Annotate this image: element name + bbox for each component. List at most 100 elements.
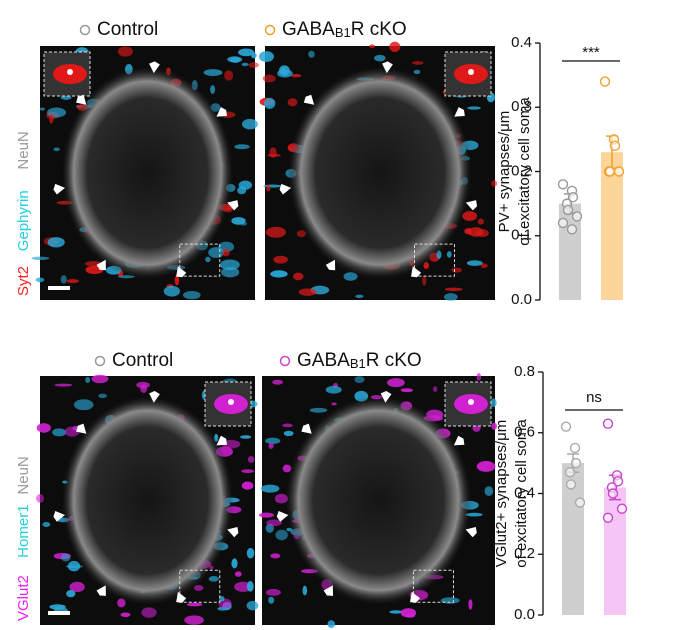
signal-puncta (238, 48, 255, 57)
data-point (562, 204, 574, 216)
signal-puncta (389, 41, 401, 52)
signal-puncta (443, 293, 458, 301)
arrowhead (53, 511, 65, 522)
arrowhead (149, 391, 160, 403)
y-tick-label: 0.4 (514, 484, 535, 501)
signal-puncta (282, 464, 292, 473)
channel-label: NeuN (15, 456, 32, 494)
signal-puncta (468, 227, 484, 237)
signal-puncta (258, 51, 274, 62)
cell-soma (61, 395, 234, 606)
arrowhead (176, 591, 187, 603)
legend-marker (79, 24, 91, 36)
arrowhead (465, 200, 478, 211)
channel-label: Homer1 (15, 504, 32, 557)
signal-puncta (241, 62, 249, 67)
signal-puncta (331, 402, 337, 406)
signal-puncta (36, 494, 45, 503)
signal-puncta (120, 612, 131, 617)
significance-label: *** (582, 44, 600, 61)
signal-puncta (184, 615, 204, 625)
data-point (607, 488, 619, 499)
signal-puncta (219, 595, 225, 602)
signal-puncta (73, 399, 94, 411)
signal-puncta (66, 590, 76, 598)
signal-puncta (221, 267, 240, 278)
signal-puncta (272, 379, 284, 385)
arrowhead (96, 259, 106, 271)
data-point (560, 421, 572, 432)
legend-label: Control (97, 19, 158, 40)
signal-puncta (231, 558, 238, 569)
signal-puncta (264, 97, 276, 109)
cell-soma (288, 66, 472, 280)
data-point (616, 503, 628, 514)
signal-puncta (69, 581, 85, 593)
signal-puncta (466, 260, 483, 266)
signal-puncta (234, 571, 242, 577)
signal-puncta (246, 547, 255, 559)
signal-puncta (186, 602, 203, 607)
signal-puncta (387, 378, 405, 388)
legend-marker (264, 24, 276, 36)
signal-puncta (240, 435, 252, 439)
signal-puncta (203, 69, 223, 77)
y-axis-label: PV+ synapses/μm (496, 111, 513, 233)
signal-puncta (265, 588, 281, 596)
signal-puncta (140, 384, 148, 393)
y-tick-label: 0.0 (514, 606, 535, 623)
arrowhead (53, 183, 65, 195)
legend-text-part: Control (112, 350, 173, 371)
legend-text-part: R cKO (351, 19, 407, 40)
arrowhead (465, 526, 477, 538)
signal-puncta (467, 227, 472, 236)
signal-puncta (36, 423, 51, 433)
arrowhead (323, 585, 334, 596)
signal-puncta (222, 248, 230, 257)
signal-puncta (53, 147, 60, 152)
signal-puncta (163, 285, 181, 297)
signal-puncta (270, 270, 288, 278)
signal-puncta (42, 521, 51, 528)
signal-puncta (355, 294, 364, 298)
channel-labels: VGlut2 Homer1 NeuN (15, 456, 32, 621)
signal-puncta (31, 256, 50, 260)
signal-puncta (490, 398, 497, 407)
arrowhead (227, 526, 239, 538)
signal-puncta (480, 263, 488, 269)
signal-puncta (440, 597, 460, 604)
y-axis-label: of excitatory cell soma (513, 419, 530, 568)
signal-puncta (268, 442, 274, 449)
signal-puncta (210, 85, 216, 94)
signal-puncta (49, 113, 54, 124)
data-point (569, 442, 581, 454)
signal-puncta (327, 620, 336, 628)
signal-puncta (117, 46, 133, 57)
data-point (609, 140, 621, 152)
signal-puncta (275, 529, 288, 541)
arrowhead (410, 591, 421, 603)
roi-box (179, 243, 221, 277)
legend-text-part: GABA (282, 19, 335, 40)
signal-puncta (444, 287, 463, 292)
signal-puncta (374, 54, 386, 62)
y-tick-label: 0.2 (511, 162, 532, 179)
signal-puncta (298, 288, 317, 296)
legend-text-part: GABA (297, 350, 350, 371)
signal-puncta (266, 184, 271, 192)
arrowhead (216, 107, 227, 117)
signal-puncta (258, 512, 275, 518)
data-point (602, 512, 614, 523)
cell-soma (285, 395, 472, 606)
data-point (612, 476, 624, 487)
signal-puncta (467, 106, 481, 110)
signal-puncta (47, 237, 65, 248)
signal-puncta (389, 610, 403, 614)
signal-puncta (369, 44, 376, 49)
signal-puncta (265, 437, 281, 444)
signal-puncta (85, 376, 91, 383)
signal-puncta (60, 275, 67, 284)
arrowhead (380, 391, 392, 403)
signal-puncta (263, 184, 283, 188)
roi-box (412, 569, 454, 603)
